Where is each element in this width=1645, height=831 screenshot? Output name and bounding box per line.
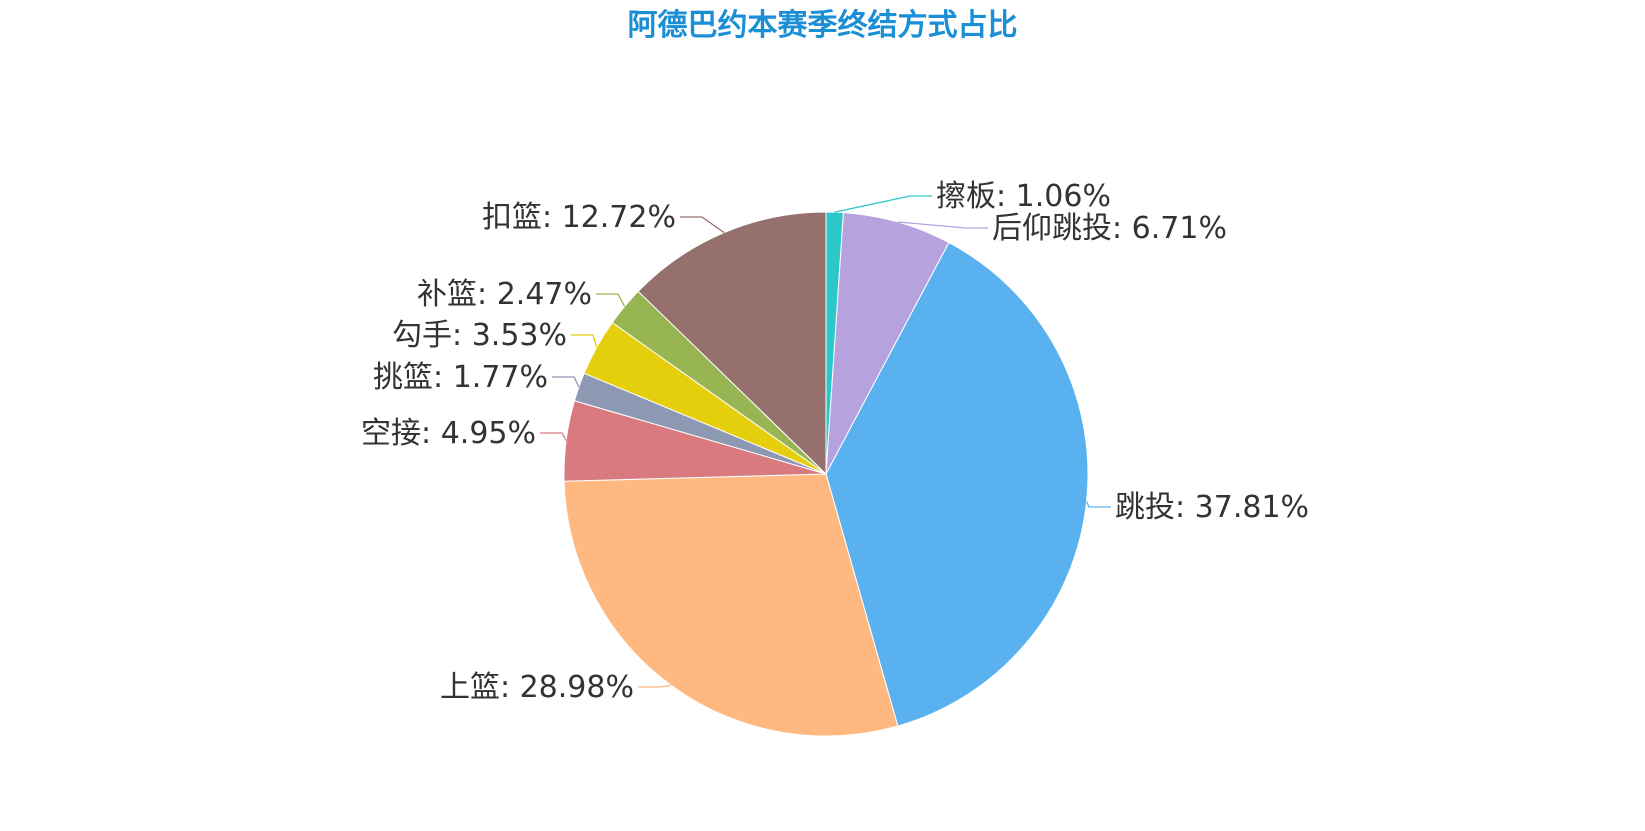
pie-slice-跳投[interactable] [825,241,1089,727]
slice-label-勾手: 勾手: 3.53% [392,318,567,353]
leader-line-勾手 [571,334,598,348]
leader-line-补篮 [596,293,626,307]
slice-labels: 擦板: 1.06%后仰跳投: 6.71% 跳投: 37.81% 上篮: 28.98%… [361,179,1309,705]
slice-label-后仰跳投: 后仰跳投: 6.71% [992,211,1227,246]
slice-label-挑篮: 挑篮: 1.77% [373,360,548,395]
slice-label-跳投: 跳投: 37.81% [1115,490,1309,525]
slice-label-擦板: 擦板: 1.06% [936,179,1111,214]
slice-label-上篮: 上篮: 28.98% [440,670,634,705]
leader-line-擦板 [834,195,932,213]
leader-line-扣篮 [680,216,725,234]
leader-line-挑篮 [552,376,580,388]
slice-label-补篮: 补篮: 2.47% [417,277,592,312]
pie-slice-后仰跳投[interactable] [825,212,950,475]
leader-line-跳投 [1086,501,1111,508]
slice-label-空接: 空接: 4.95% [361,416,536,451]
leader-line-空接 [540,432,567,441]
label-leader-lines [540,195,1111,688]
leader-line-后仰跳投 [897,221,988,229]
pie-slices [563,211,1089,737]
leader-line-上篮 [638,684,672,688]
slice-label-扣篮: 扣篮: 12.72% [482,200,676,235]
chart-title: 阿德巴约本赛季终结方式占比 [627,8,1018,43]
